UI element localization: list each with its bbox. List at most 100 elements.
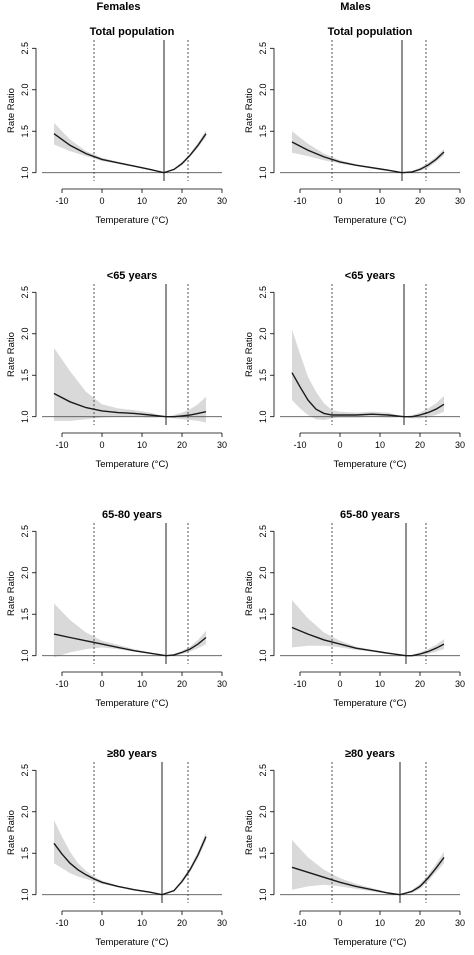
x-axis-label: Temperature (°C) xyxy=(334,459,407,470)
column-header-males: Males xyxy=(340,1,371,13)
x-tick-label: 0 xyxy=(99,440,104,450)
x-tick-label: -10 xyxy=(55,440,68,450)
x-tick-label: 0 xyxy=(99,196,104,206)
y-axis: 1.0 1.5 2.0 2.5 Rate Ratio xyxy=(6,525,37,662)
x-tick-label: 0 xyxy=(337,440,342,450)
chart-panel: <65 years 1.0 1.5 2.0 2.5 Rate Ratio -10 0 10 20 3… xyxy=(6,270,227,470)
y-axis-label: Rate Ratio xyxy=(6,810,17,855)
x-tick-label: 10 xyxy=(137,679,147,689)
y-axis: 1.0 1.5 2.0 2.5 Rate Ratio xyxy=(244,525,275,662)
x-axis: -10 0 10 20 30 Temperature (°C) xyxy=(55,910,227,948)
x-axis: -10 0 10 20 30 Temperature (°C) xyxy=(55,432,227,470)
x-tick-label: -10 xyxy=(293,196,306,206)
confidence-band xyxy=(54,347,206,423)
panel-title: ≥80 years xyxy=(107,748,157,760)
y-axis: 1.0 1.5 2.0 2.5 Rate Ratio xyxy=(244,42,275,179)
x-axis-label: Temperature (°C) xyxy=(96,698,169,709)
y-tick-label: 2.0 xyxy=(20,567,30,580)
x-axis-label: Temperature (°C) xyxy=(334,937,407,948)
y-tick-label: 2.0 xyxy=(258,806,268,819)
x-tick-label: 10 xyxy=(375,440,385,450)
y-axis-label: Rate Ratio xyxy=(6,332,17,377)
y-tick-label: 1.0 xyxy=(258,410,268,423)
x-axis: -10 0 10 20 30 Temperature (°C) xyxy=(293,188,465,226)
x-axis-label: Temperature (°C) xyxy=(96,937,169,948)
y-tick-label: 2.5 xyxy=(258,525,268,538)
y-axis: 1.0 1.5 2.0 2.5 Rate Ratio xyxy=(244,764,275,901)
x-tick-label: 0 xyxy=(99,918,104,928)
x-tick-label: -10 xyxy=(55,918,68,928)
y-tick-label: 2.5 xyxy=(258,764,268,777)
y-tick-label: 1.0 xyxy=(20,649,30,662)
y-tick-label: 1.0 xyxy=(258,649,268,662)
x-tick-label: 30 xyxy=(217,440,227,450)
x-tick-label: 10 xyxy=(375,196,385,206)
x-tick-label: 30 xyxy=(217,918,227,928)
y-tick-label: 2.5 xyxy=(20,764,30,777)
y-tick-label: 2.0 xyxy=(258,567,268,580)
y-tick-label: 1.5 xyxy=(258,608,268,621)
x-tick-label: 0 xyxy=(337,196,342,206)
panel-title: 65-80 years xyxy=(102,509,162,521)
panel-title: 65-80 years xyxy=(340,509,400,521)
x-tick-label: 0 xyxy=(99,679,104,689)
chart-panel: ≥80 years 1.0 1.5 2.0 2.5 Rate Ratio -10 0 10 20 3… xyxy=(244,748,465,948)
x-tick-label: -10 xyxy=(293,679,306,689)
panel-title: <65 years xyxy=(345,270,395,282)
y-axis: 1.0 1.5 2.0 2.5 Rate Ratio xyxy=(244,286,275,423)
x-tick-label: 20 xyxy=(177,196,187,206)
x-tick-label: 20 xyxy=(177,918,187,928)
y-axis: 1.0 1.5 2.0 2.5 Rate Ratio xyxy=(6,764,37,901)
x-tick-label: 10 xyxy=(137,196,147,206)
y-axis-label: Rate Ratio xyxy=(244,571,255,616)
y-tick-label: 1.5 xyxy=(20,608,30,621)
x-axis: -10 0 10 20 30 Temperature (°C) xyxy=(293,910,465,948)
rate-ratio-curve xyxy=(53,392,207,418)
y-tick-label: 1.0 xyxy=(20,166,30,179)
y-tick-label: 2.5 xyxy=(20,286,30,299)
panel-title: Total population xyxy=(90,26,175,38)
rate-ratio-curve xyxy=(291,856,445,896)
y-axis: 1.0 1.5 2.0 2.5 Rate Ratio xyxy=(6,42,37,179)
y-tick-label: 2.5 xyxy=(20,525,30,538)
rate-ratio-curve xyxy=(291,141,445,174)
y-tick-label: 1.5 xyxy=(258,847,268,860)
y-axis-label: Rate Ratio xyxy=(6,571,17,616)
confidence-band xyxy=(54,603,206,658)
chart-panel: <65 years 1.0 1.5 2.0 2.5 Rate Ratio -10 0 10 20 3… xyxy=(244,270,465,470)
rate-ratio-curve xyxy=(53,133,207,174)
rate-ratio-curve xyxy=(53,836,207,896)
x-tick-label: 10 xyxy=(137,440,147,450)
y-axis-label: Rate Ratio xyxy=(244,88,255,133)
x-tick-label: 20 xyxy=(177,679,187,689)
chart-panel: Total population 1.0 1.5 2.0 2.5 Rate Ratio -1… xyxy=(6,26,227,226)
y-axis: 1.0 1.5 2.0 2.5 Rate Ratio xyxy=(6,286,37,423)
x-tick-label: -10 xyxy=(55,679,68,689)
x-tick-label: 30 xyxy=(455,196,465,206)
x-tick-label: 30 xyxy=(455,679,465,689)
confidence-band xyxy=(54,820,206,895)
x-tick-label: 30 xyxy=(455,440,465,450)
chart-panel: 65-80 years 1.0 1.5 2.0 2.5 Rate Ratio -10 0 10 2… xyxy=(244,509,465,709)
y-tick-label: 1.5 xyxy=(20,847,30,860)
confidence-band xyxy=(292,329,444,420)
chart-panel: ≥80 years 1.0 1.5 2.0 2.5 Rate Ratio -10 0 10 20 3… xyxy=(6,748,227,948)
panel-title: <65 years xyxy=(107,270,157,282)
rate-ratio-curve xyxy=(53,633,207,657)
x-tick-label: 30 xyxy=(217,196,227,206)
y-axis-label: Rate Ratio xyxy=(6,88,17,133)
y-tick-label: 2.0 xyxy=(20,806,30,819)
panel-title: Total population xyxy=(328,26,413,38)
confidence-band xyxy=(292,840,444,895)
x-tick-label: 20 xyxy=(415,679,425,689)
x-axis-label: Temperature (°C) xyxy=(96,459,169,470)
x-axis: -10 0 10 20 30 Temperature (°C) xyxy=(293,432,465,470)
x-tick-label: 30 xyxy=(217,679,227,689)
x-tick-label: 10 xyxy=(375,679,385,689)
y-tick-label: 2.0 xyxy=(258,328,268,341)
y-tick-label: 2.5 xyxy=(258,42,268,55)
confidence-band xyxy=(292,600,444,657)
chart-panel: 65-80 years 1.0 1.5 2.0 2.5 Rate Ratio -10 0 10 2… xyxy=(6,509,227,709)
x-axis: -10 0 10 20 30 Temperature (°C) xyxy=(55,671,227,709)
